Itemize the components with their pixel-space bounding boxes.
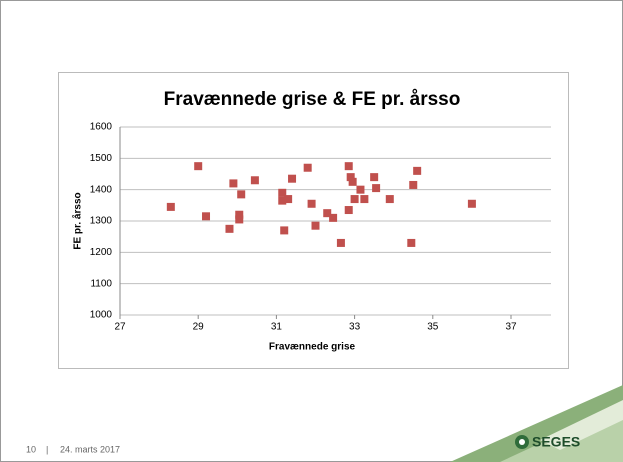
point [278, 196, 287, 205]
point [360, 195, 369, 204]
point [372, 184, 381, 193]
x-tick-label: 35 [427, 322, 439, 333]
point [235, 215, 244, 224]
point [413, 166, 422, 175]
point [407, 238, 416, 247]
point [288, 174, 297, 183]
y-axis-label: FE pr. årsso [72, 192, 84, 249]
y-tick-label: 1600 [90, 122, 113, 133]
y-tick-label: 1100 [90, 278, 112, 289]
point [250, 176, 259, 185]
x-tick-label: 27 [114, 322, 126, 333]
point [348, 177, 357, 186]
x-tick-label: 31 [271, 322, 283, 333]
x-tick-label: 37 [505, 322, 517, 333]
point [303, 163, 312, 172]
point [344, 206, 353, 215]
point [467, 199, 476, 208]
point [311, 221, 320, 230]
y-tick-label: 1000 [90, 310, 113, 321]
point [329, 213, 338, 222]
chart-title: Fravænnede grise & FE pr. årsso [164, 89, 461, 110]
point [356, 185, 365, 194]
point [323, 209, 332, 218]
decor-stripe [540, 400, 623, 450]
footer-date: 24. marts 2017 [60, 444, 120, 454]
point [280, 226, 289, 235]
point [194, 162, 203, 171]
x-tick-label: 29 [193, 322, 205, 333]
point [346, 173, 355, 182]
point [225, 224, 234, 233]
point [385, 195, 394, 204]
point [307, 199, 316, 208]
x-axis-label: Fravænnede grise [269, 342, 356, 353]
x-tick-label: 33 [349, 322, 361, 333]
point [284, 195, 293, 204]
point [344, 162, 353, 171]
point [370, 173, 379, 182]
point [409, 180, 418, 189]
point [235, 210, 244, 219]
y-tick-label: 1400 [90, 184, 113, 195]
point [350, 195, 359, 204]
y-tick-label: 1300 [90, 216, 113, 227]
point [336, 238, 345, 247]
point [237, 190, 246, 199]
y-tick-label: 1200 [90, 247, 113, 258]
point [202, 212, 211, 221]
page-number: 10 [26, 444, 36, 454]
logo-icon [519, 439, 525, 445]
y-tick-label: 1500 [90, 153, 113, 164]
footer-separator: | [46, 444, 48, 454]
point [278, 188, 287, 197]
point [229, 179, 238, 188]
point [166, 202, 175, 211]
logo-text: SEGES [532, 434, 580, 450]
